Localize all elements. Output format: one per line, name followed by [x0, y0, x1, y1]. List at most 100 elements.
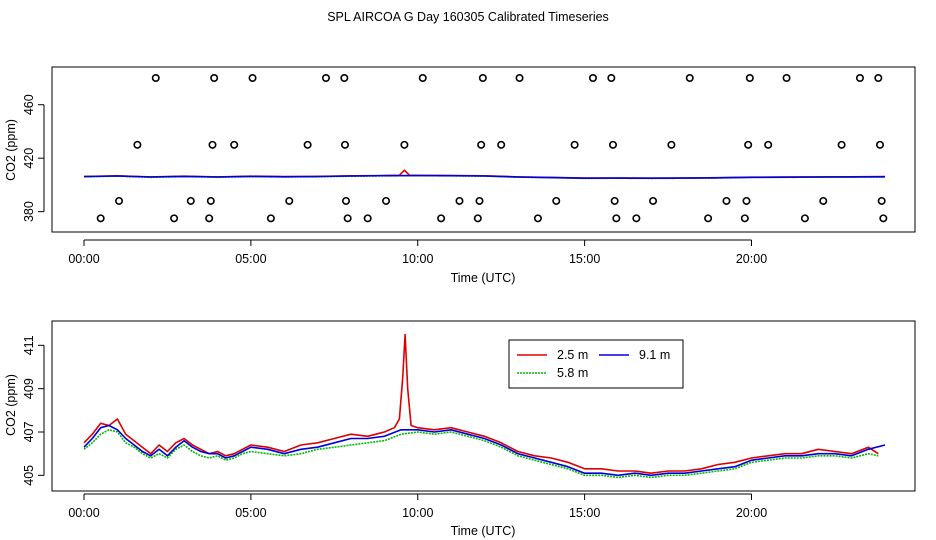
calibration-point — [455, 196, 464, 205]
chart-title: SPL AIRCOA G Day 160305 Calibrated Times… — [327, 10, 609, 24]
calibration-point — [341, 196, 350, 205]
calibration-point — [819, 196, 828, 205]
calibration-point — [206, 196, 215, 205]
x-tick-label: 15:00 — [569, 252, 600, 266]
calibration-point — [418, 74, 427, 83]
x-tick-label: 20:00 — [736, 252, 767, 266]
bottom-x-axis: 00:00 05:00 10:00 15:00 20:00 — [68, 493, 767, 520]
calibration-point — [649, 196, 658, 205]
calibration-point — [321, 74, 330, 83]
calibration-point — [612, 214, 621, 223]
calibration-point — [704, 214, 713, 223]
x-tick-label: 10:00 — [402, 506, 433, 520]
calibration-point — [685, 74, 694, 83]
calibration-point — [96, 214, 105, 223]
bottom-y-axis: 405 407 409 411 — [22, 335, 45, 486]
calibration-point — [610, 196, 619, 205]
bottom-series-lines — [83, 333, 886, 479]
calibration-point — [742, 196, 751, 205]
calibration-point — [382, 196, 391, 205]
calibration-point — [133, 140, 142, 149]
x-tick-label: 10:00 — [402, 252, 433, 266]
bottom-plot-frame — [51, 320, 916, 492]
calibration-point — [533, 214, 542, 223]
calibration-point — [497, 140, 506, 149]
calibration-point — [340, 74, 349, 83]
calibration-point — [744, 140, 753, 149]
calibration-point — [764, 140, 773, 149]
calibration-point — [588, 74, 597, 83]
series-line-5.8m — [83, 428, 879, 479]
calibration-point — [552, 196, 561, 205]
calibration-points — [96, 74, 888, 223]
calibration-point — [837, 140, 846, 149]
top-x-axis-label: Time (UTC) — [451, 271, 516, 285]
calibration-panel: 00:00 05:00 10:00 15:00 20:00 380 420 460 Time… — [4, 66, 916, 285]
calibration-point — [303, 140, 312, 149]
top-x-axis: 00:00 05:00 10:00 15:00 20:00 — [68, 239, 767, 266]
calibration-point — [205, 214, 214, 223]
calibration-point — [475, 196, 484, 205]
series-line-9.1m — [83, 424, 886, 477]
calibration-point — [608, 140, 617, 149]
calibration-point — [782, 74, 791, 83]
calibration-point — [363, 214, 372, 223]
calibration-point — [343, 214, 352, 223]
top-plot-frame — [51, 66, 916, 233]
calibration-point — [400, 140, 409, 149]
legend-label-5.8m: 5.8 m — [557, 366, 588, 380]
calibration-point — [607, 74, 616, 83]
y-tick-label: 380 — [22, 201, 36, 222]
calibration-point — [722, 196, 731, 205]
calibration-point — [800, 214, 809, 223]
y-tick-label: 407 — [22, 422, 36, 443]
calibration-point — [115, 196, 124, 205]
calibration-point — [570, 140, 579, 149]
y-tick-label: 411 — [22, 335, 36, 355]
y-tick-label: 409 — [22, 378, 36, 399]
calibration-point — [210, 74, 219, 83]
calibration-point — [478, 74, 487, 83]
legend: 2.5 m 9.1 m 5.8 m — [508, 339, 684, 389]
calibration-point — [855, 74, 864, 83]
calibration-point — [745, 74, 754, 83]
calibration-point — [874, 74, 883, 83]
legend-label-2.5m: 2.5 m — [557, 348, 588, 362]
calibration-point — [170, 214, 179, 223]
calibration-point — [151, 74, 160, 83]
x-tick-label: 05:00 — [235, 506, 266, 520]
calibration-point — [477, 140, 486, 149]
x-tick-label: 00:00 — [68, 506, 99, 520]
calibration-point — [208, 140, 217, 149]
calibration-point — [230, 140, 239, 149]
calibration-point — [186, 196, 195, 205]
calibration-point — [875, 140, 884, 149]
calibration-point — [667, 140, 676, 149]
calibration-point — [285, 196, 294, 205]
calibration-point — [473, 214, 482, 223]
y-tick-label: 420 — [22, 148, 36, 169]
calibration-point — [877, 196, 886, 205]
x-tick-label: 15:00 — [569, 506, 600, 520]
top-y-axis-label: CO2 (ppm) — [4, 119, 18, 181]
top-series-lines — [83, 169, 886, 180]
calibration-point — [632, 214, 641, 223]
y-tick-label: 460 — [22, 94, 36, 115]
legend-box — [508, 339, 684, 389]
top-y-axis: 380 420 460 — [22, 94, 45, 222]
calibration-point — [266, 214, 275, 223]
calibration-point — [248, 74, 257, 83]
x-tick-label: 05:00 — [235, 252, 266, 266]
bottom-y-axis-label: CO2 (ppm) — [4, 374, 18, 436]
timeseries-panel: 00:00 05:00 10:00 15:00 20:00 405 407 409 411 T… — [4, 320, 916, 538]
x-tick-label: 00:00 — [68, 252, 99, 266]
calibration-point — [879, 214, 888, 223]
legend-label-9.1m: 9.1 m — [639, 348, 670, 362]
calibration-point — [437, 214, 446, 223]
x-tick-label: 20:00 — [736, 506, 767, 520]
calibration-point — [515, 74, 524, 83]
calibration-point — [340, 140, 349, 149]
calibration-point — [740, 214, 749, 223]
y-tick-label: 405 — [22, 465, 36, 486]
